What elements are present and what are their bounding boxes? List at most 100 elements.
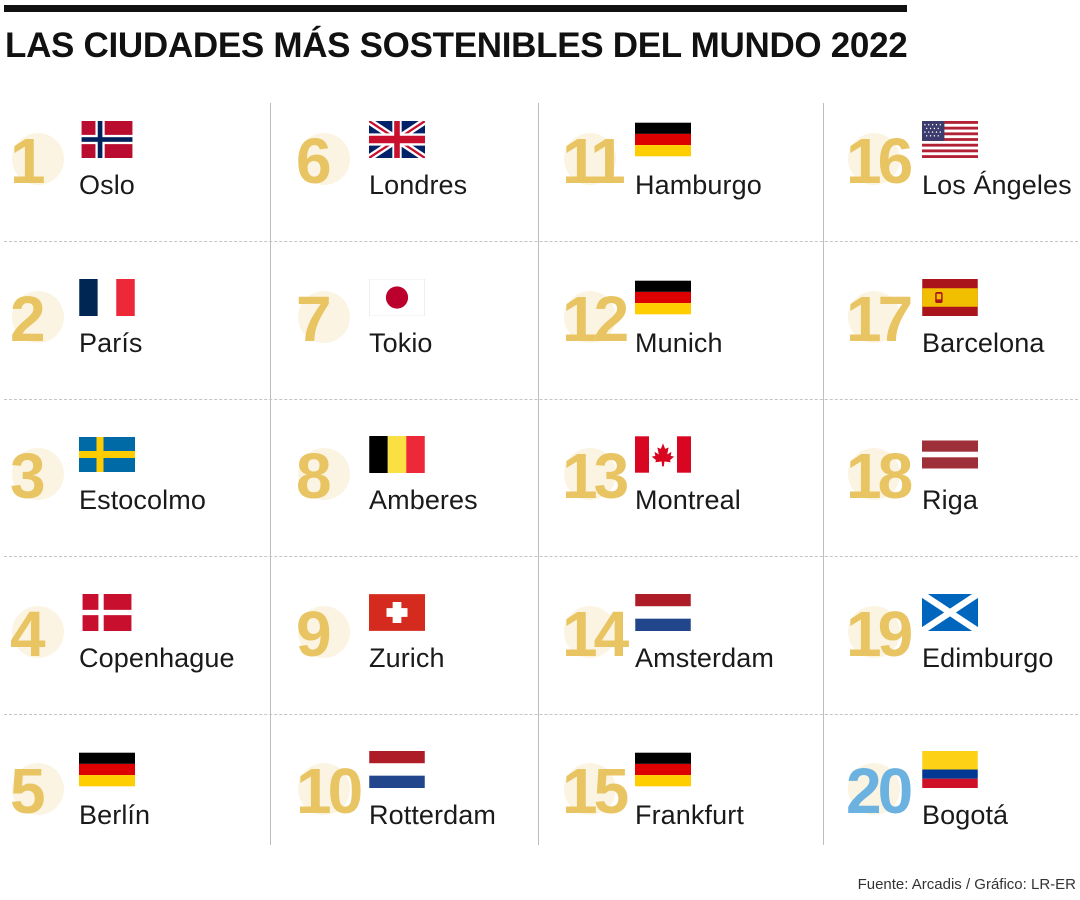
rank-number: 3 <box>10 440 46 512</box>
canada-flag <box>635 436 691 473</box>
rank-number: 5 <box>10 755 46 827</box>
row-divider <box>4 399 1078 400</box>
column-divider <box>823 103 824 845</box>
colombia-flag <box>922 751 978 788</box>
ranking-grid: 1 Oslo 2 París 3 Estocolmo 4 Copenhague 5 Berlín 6… <box>0 103 1080 845</box>
japan-flag <box>369 279 425 316</box>
city-entry: 12 Munich <box>538 261 823 418</box>
city-name: París <box>79 328 143 358</box>
city-entry: 15 Frankfurt <box>538 733 823 890</box>
top-rule <box>4 5 907 12</box>
rank-number: 11 <box>562 125 626 197</box>
rank-circle <box>298 133 350 185</box>
rank-number: 2 <box>10 283 46 355</box>
rank-number: 9 <box>296 598 332 670</box>
rank-circle <box>564 606 616 658</box>
rank-circle <box>564 133 616 185</box>
city-name: Tokio <box>369 328 433 358</box>
source-credit: Fuente: Arcadis / Gráfico: LR-ER <box>857 876 1076 893</box>
germany-flag <box>635 751 691 788</box>
city-name: Los Ángeles <box>922 170 1072 200</box>
rank-number: 17 <box>846 283 913 355</box>
city-entry: 11 Hamburgo <box>538 103 823 260</box>
rank-circle <box>564 448 616 500</box>
rank-circle <box>298 606 350 658</box>
column-divider <box>270 103 271 845</box>
netherlands-flag <box>369 751 425 788</box>
sweden-flag <box>79 436 135 473</box>
city-entry: 14 Amsterdam <box>538 576 823 733</box>
rank-circle <box>848 606 900 658</box>
city-name: Londres <box>369 170 468 200</box>
city-name: Amberes <box>369 485 478 515</box>
city-name: Montreal <box>635 485 741 515</box>
united-kingdom-flag <box>369 121 425 158</box>
city-name: Estocolmo <box>79 485 206 515</box>
city-entry: 16 Los Ángeles <box>823 103 1080 260</box>
usa-flag <box>922 121 978 158</box>
france-flag <box>79 279 135 316</box>
rank-circle <box>848 291 900 343</box>
rank-number: 8 <box>296 440 332 512</box>
page-title: LAS CIUDADES MÁS SOSTENIBLES DEL MUNDO 2… <box>5 26 908 65</box>
city-entry: 13 Montreal <box>538 418 823 575</box>
rank-circle <box>848 763 900 815</box>
city-name: Oslo <box>79 170 135 200</box>
city-entry: 8 Amberes <box>270 418 538 575</box>
city-entry: 7 Tokio <box>270 261 538 418</box>
rank-circle <box>12 763 64 815</box>
norway-flag <box>79 121 135 158</box>
germany-flag <box>635 121 691 158</box>
rank-number: 18 <box>846 440 913 512</box>
city-name: Amsterdam <box>635 643 774 673</box>
city-name: Edimburgo <box>922 643 1054 673</box>
city-name: Frankfurt <box>635 800 744 830</box>
germany-flag <box>79 751 135 788</box>
rank-number: 1 <box>10 125 46 197</box>
scotland-flag <box>922 594 978 631</box>
belgium-flag <box>369 436 425 473</box>
row-divider <box>4 714 1078 715</box>
spain-flag <box>922 279 978 316</box>
rank-number: 16 <box>846 125 913 197</box>
rank-circle <box>298 763 350 815</box>
rank-circle <box>12 606 64 658</box>
city-entry: 10 Rotterdam <box>270 733 538 890</box>
rank-number: 20 <box>846 755 913 827</box>
rank-number: 4 <box>10 598 46 670</box>
city-entry: 3 Estocolmo <box>0 418 270 575</box>
city-name: Copenhague <box>79 643 235 673</box>
rank-circle <box>848 448 900 500</box>
rank-circle <box>12 133 64 185</box>
city-name: Rotterdam <box>369 800 496 830</box>
rank-circle <box>564 291 616 343</box>
city-entry: 9 Zurich <box>270 576 538 733</box>
rank-circle <box>298 448 350 500</box>
city-entry: 2 París <box>0 261 270 418</box>
rank-circle <box>12 291 64 343</box>
rank-number: 12 <box>562 283 629 355</box>
rank-circle <box>12 448 64 500</box>
row-divider <box>4 241 1078 242</box>
rank-number: 7 <box>296 283 332 355</box>
rank-number: 15 <box>562 755 629 827</box>
row-divider <box>4 556 1078 557</box>
city-name: Riga <box>922 485 978 515</box>
rank-circle <box>298 291 350 343</box>
rank-number: 13 <box>562 440 629 512</box>
rank-circle <box>564 763 616 815</box>
city-name: Bogotá <box>922 800 1009 830</box>
city-entry: 20 Bogotá <box>823 733 1080 890</box>
rank-number: 19 <box>846 598 913 670</box>
city-name: Zurich <box>369 643 445 673</box>
rank-number: 6 <box>296 125 332 197</box>
latvia-flag <box>922 436 978 473</box>
city-name: Barcelona <box>922 328 1045 358</box>
rank-number: 10 <box>296 755 363 827</box>
rank-number: 14 <box>562 598 629 670</box>
city-name: Munich <box>635 328 723 358</box>
rank-circle <box>848 133 900 185</box>
city-entry: 19 Edimburgo <box>823 576 1080 733</box>
netherlands-flag <box>635 594 691 631</box>
city-entry: 1 Oslo <box>0 103 270 260</box>
